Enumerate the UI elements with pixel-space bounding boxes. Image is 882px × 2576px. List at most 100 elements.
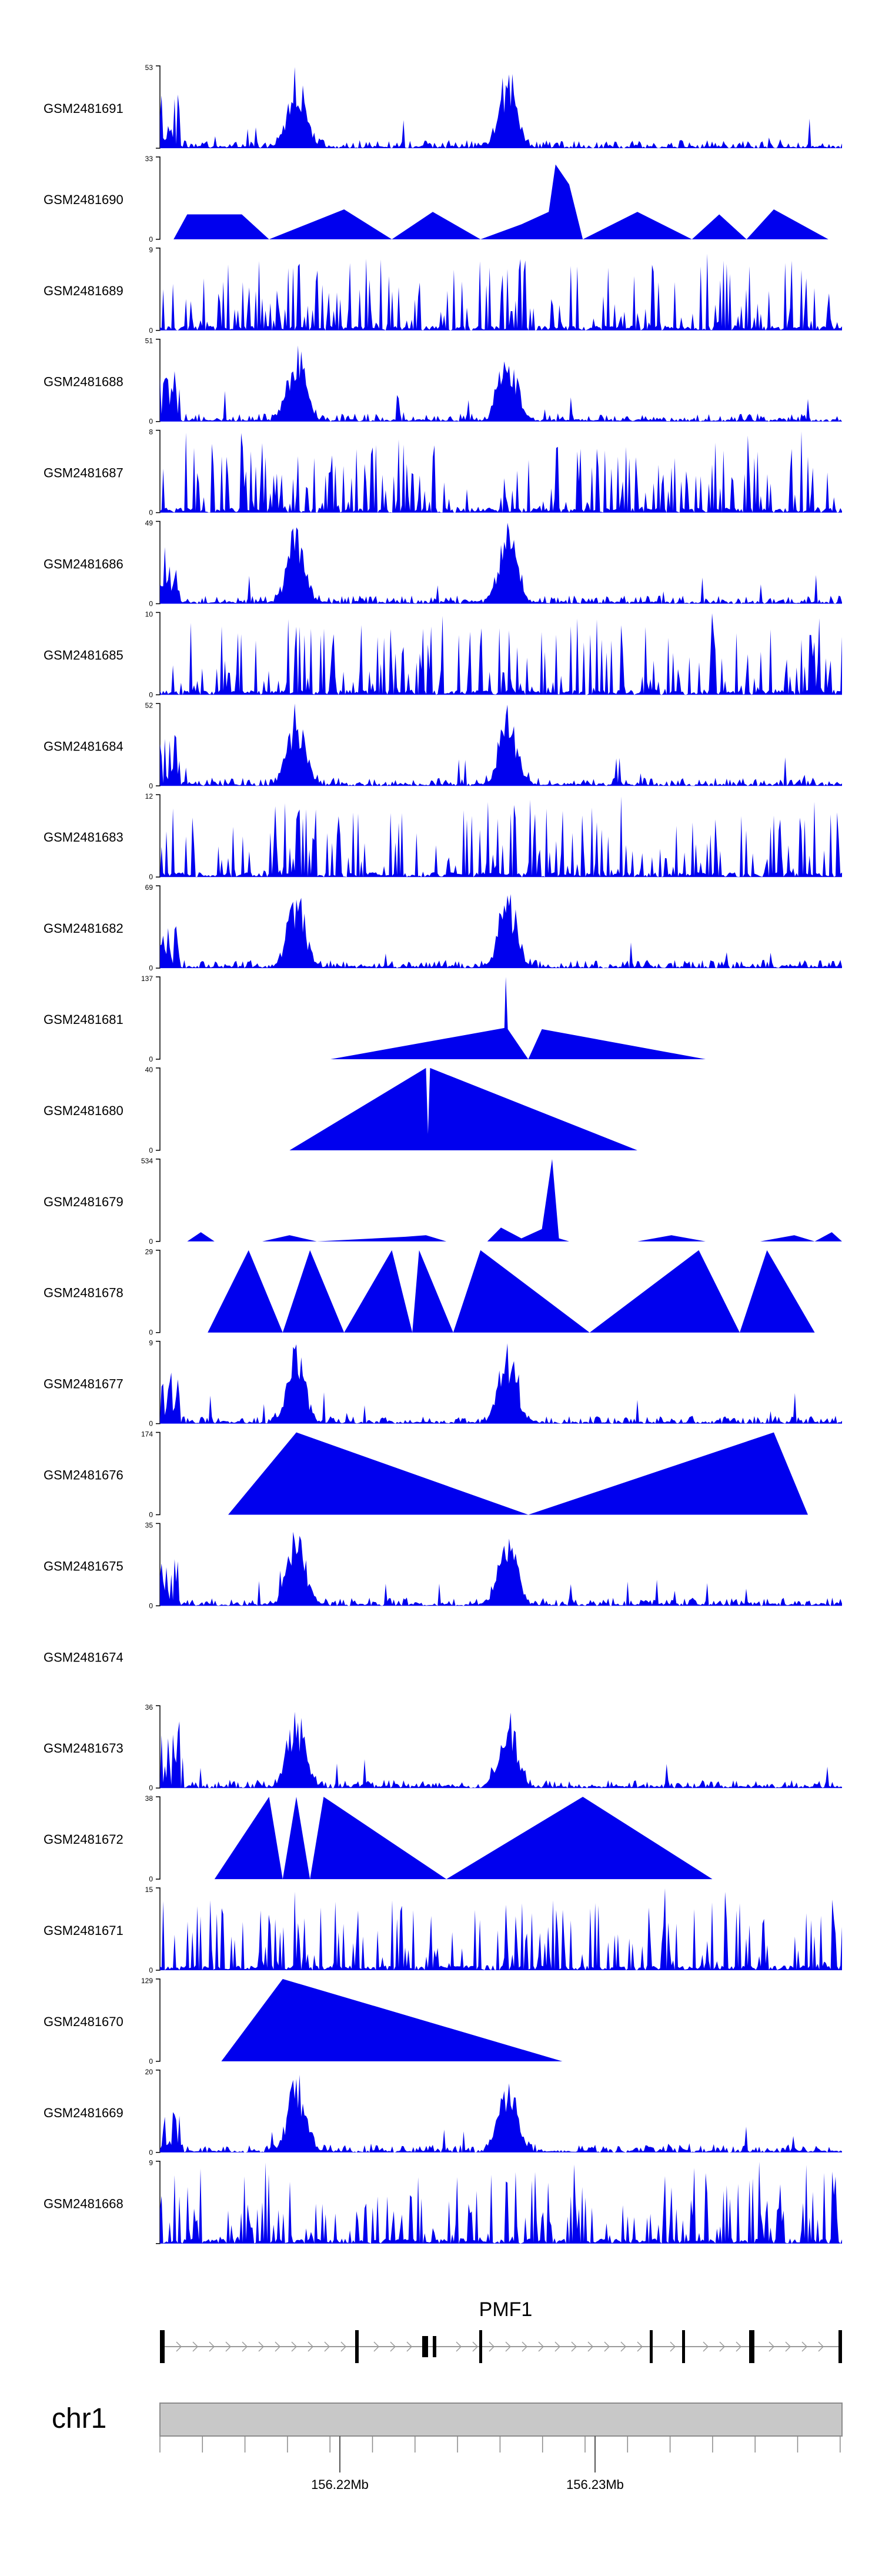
strand-arrow [456,2341,462,2352]
y-max-label: 49 [145,519,153,528]
track-label: GSM2481675 [44,1559,123,1573]
y-axis [156,1978,161,2062]
y-min-label: 0 [149,964,153,972]
coverage-area [160,703,842,786]
y-axis [156,1159,161,1242]
strand-arrows [176,2341,824,2352]
strand-arrow [192,2341,199,2352]
y-max-label: 15 [145,1886,153,1894]
chromosome-label: chr1 [52,2403,106,2434]
track-label: GSM2481671 [44,1923,123,1938]
coverage-area [173,164,828,239]
y-min-label: 0 [149,418,153,426]
track-GSM2481684: GSM2481684 52 0 [44,701,842,790]
track-GSM2481683: GSM2481683 12 0 [44,792,842,881]
y-max-label: 33 [145,155,153,163]
track-label: GSM2481674 [44,1650,123,1664]
y-min-label: 0 [149,690,153,699]
strand-arrow [571,2341,577,2352]
exon-6 [650,2330,653,2363]
strand-arrow [390,2341,396,2352]
track-label: GSM2481669 [44,2105,123,2120]
y-max-label: 129 [141,1977,153,1985]
y-axis [156,1705,161,1788]
track-GSM2481691: GSM2481691 53 [44,64,842,149]
track-label: GSM2481668 [44,2197,123,2211]
coverage-area [160,1888,842,1970]
y-min-label: 0 [149,2148,153,2157]
coverage-area [160,1531,842,1606]
gene-label: PMF1 [479,2298,533,2321]
track-GSM2481673: GSM2481673 36 0 [44,1703,842,1792]
y-axis [156,2070,161,2153]
y-max-label: 69 [145,883,153,892]
y-axis [156,429,161,513]
track-label: GSM2481672 [44,1832,123,1847]
coverage-area [160,613,842,695]
y-max-label: 9 [149,246,153,254]
y-max-label: 35 [145,1521,153,1529]
y-axis [156,976,161,1060]
strand-arrow [670,2341,676,2352]
track-GSM2481668: GSM2481668 9 [44,2159,842,2244]
track-label: GSM2481676 [44,1468,123,1483]
strand-arrow [620,2341,627,2352]
coverage-area [160,1343,842,1424]
track-label: GSM2481688 [44,375,123,389]
exon-2 [355,2330,359,2363]
track-GSM2481682: GSM2481682 69 0 [44,883,842,972]
track-label: GSM2481687 [44,466,123,481]
track-label: GSM2481686 [44,557,123,572]
strand-arrow [587,2341,594,2352]
y-max-label: 36 [145,1703,153,1711]
track-label: GSM2481689 [44,283,123,298]
coverage-area [160,345,842,422]
y-max-label: 9 [149,1339,153,1347]
y-max-label: 52 [145,701,153,709]
strand-arrow [340,2341,347,2352]
strand-arrow [489,2341,495,2352]
track-label: GSM2481679 [44,1194,123,1209]
y-axis [156,612,161,696]
chromosome-ideogram [159,2403,843,2437]
y-max-label: 12 [145,792,153,800]
chromosome-track: chr1 156.22Mb 156.23Mb [52,2403,843,2492]
coverage-area [221,1978,563,2061]
coverage-area [214,1797,713,1880]
y-axis [156,1249,161,1333]
strand-arrow [703,2341,709,2352]
strand-arrow [769,2341,775,2352]
track-GSM2481675: GSM2481675 35 0 [44,1521,842,1610]
coverage-area [160,1711,842,1788]
track-label: GSM2481683 [44,830,123,845]
y-max-label: 20 [145,2068,153,2076]
coverage-area [228,1432,808,1515]
y-axis [156,1887,161,1971]
track-label: GSM2481682 [44,921,123,936]
coverage-area [330,977,706,1059]
y-max-label: 8 [149,428,153,436]
y-axis [156,520,161,605]
y-axis [156,1432,161,1516]
y-axis [156,338,161,422]
genome-tick-label-2: 156.23Mb [566,2477,624,2492]
track-label: GSM2481681 [44,1012,123,1027]
exon-7 [682,2330,685,2363]
track-GSM2481688: GSM2481688 51 0 [44,337,842,426]
coverage-area [160,894,842,969]
y-max-label: 10 [145,610,153,618]
y-max-label: 174 [141,1430,153,1439]
y-max-label: 9 [149,2159,153,2167]
strand-arrow [373,2341,380,2352]
y-axis [156,1796,161,1880]
y-axis [156,1340,161,1424]
strand-arrow [736,2341,742,2352]
y-min-label: 0 [149,782,153,790]
strand-arrow [225,2341,232,2352]
y-axis [156,1523,161,1607]
strand-arrow [176,2341,182,2352]
coverage-area [160,253,842,331]
coverage-area [160,2074,842,2153]
strand-arrow [637,2341,643,2352]
